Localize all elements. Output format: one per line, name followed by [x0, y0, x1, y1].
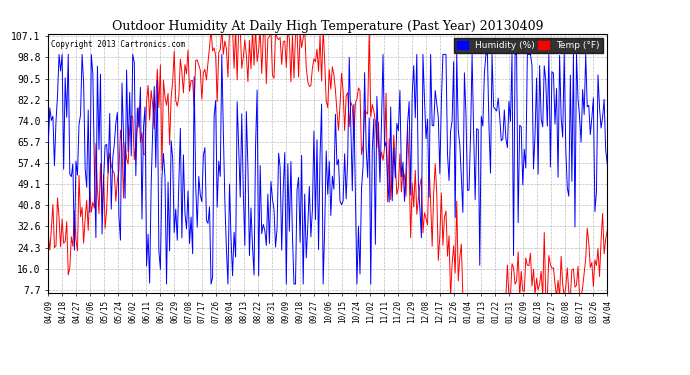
- Legend: Humidity (%), Temp (°F): Humidity (%), Temp (°F): [454, 38, 602, 53]
- Text: Copyright 2013 Cartronics.com: Copyright 2013 Cartronics.com: [51, 40, 185, 49]
- Title: Outdoor Humidity At Daily High Temperature (Past Year) 20130409: Outdoor Humidity At Daily High Temperatu…: [112, 20, 544, 33]
